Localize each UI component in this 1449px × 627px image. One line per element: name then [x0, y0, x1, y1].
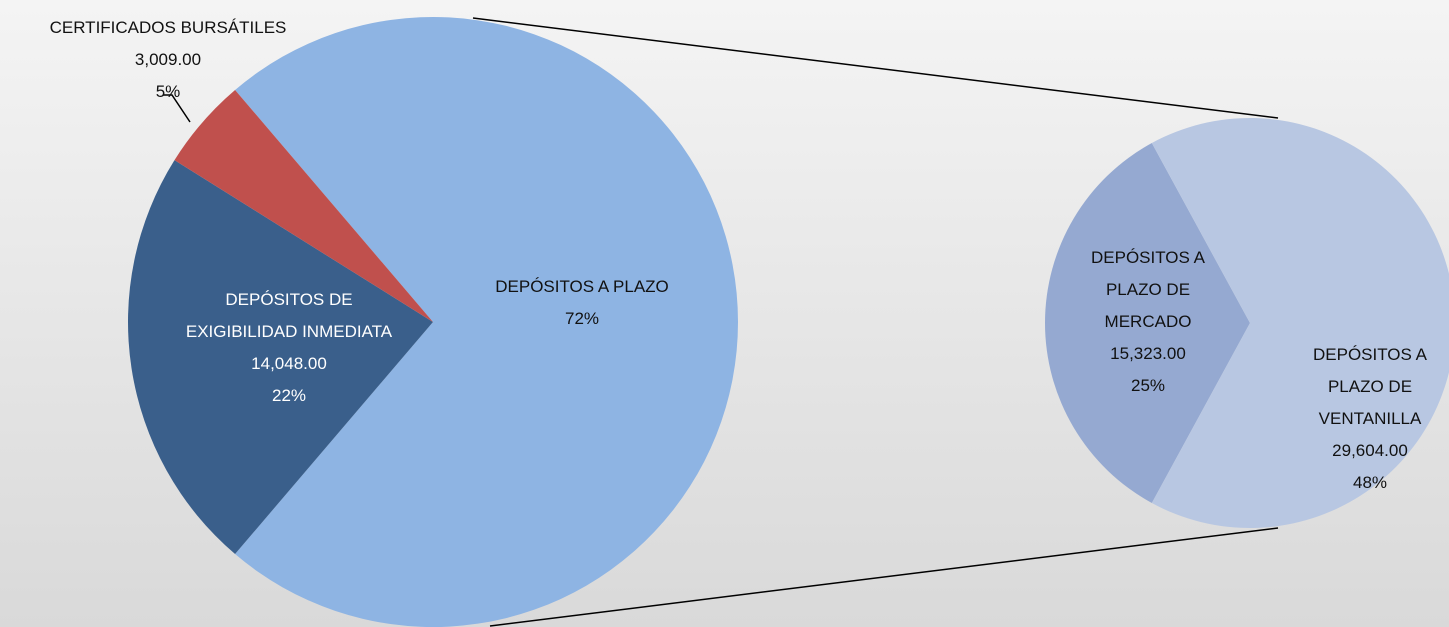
slice-name: DEPÓSITOS A PLAZO: [495, 277, 669, 296]
pie-slice: [128, 160, 434, 555]
percent-label: 48%: [1352, 473, 1388, 492]
slice-name: DEPÓSITOS DE EXIGIBILIDAD INMEDIATA: [185, 290, 393, 341]
data-label: DEPÓSITOS DE EXIGIBILIDAD INMEDIATA 14,04…: [169, 284, 409, 412]
pie-slice: [235, 17, 738, 627]
value-label: 29,604.00: [1332, 441, 1408, 460]
value-label: 15,323.00: [1110, 344, 1186, 363]
data-label: CERTIFICADOS BURSÁTILES 3,009.00 5%: [8, 12, 328, 108]
pie-slice: [174, 89, 433, 323]
value-label: 3,009.00: [134, 50, 202, 69]
data-label: DEPÓSITOS A PLAZO 72%: [452, 271, 712, 335]
percent-label: 25%: [1130, 376, 1166, 395]
slice-name: CERTIFICADOS BURSÁTILES: [49, 18, 287, 37]
slice-name: DEPÓSITOS A PLAZO DE VENTANILLA: [1312, 345, 1427, 428]
percent-label: 72%: [564, 309, 600, 328]
connector-line: [472, 17, 1279, 119]
value-label: 14,048.00: [251, 354, 327, 373]
data-label: DEPÓSITOS A PLAZO DE VENTANILLA 29,604.00…: [1305, 339, 1435, 499]
pie-slice: [1045, 143, 1250, 503]
connector-line: [489, 527, 1279, 627]
slice-name: DEPÓSITOS A PLAZO DE MERCADO: [1090, 248, 1205, 331]
percent-label: 22%: [271, 386, 307, 405]
data-label: DEPÓSITOS A PLAZO DE MERCADO 15,323.00 25%: [1083, 242, 1213, 402]
leader-line: [163, 94, 191, 123]
percent-label: 5%: [155, 82, 181, 101]
pie-slice: [1151, 118, 1449, 528]
